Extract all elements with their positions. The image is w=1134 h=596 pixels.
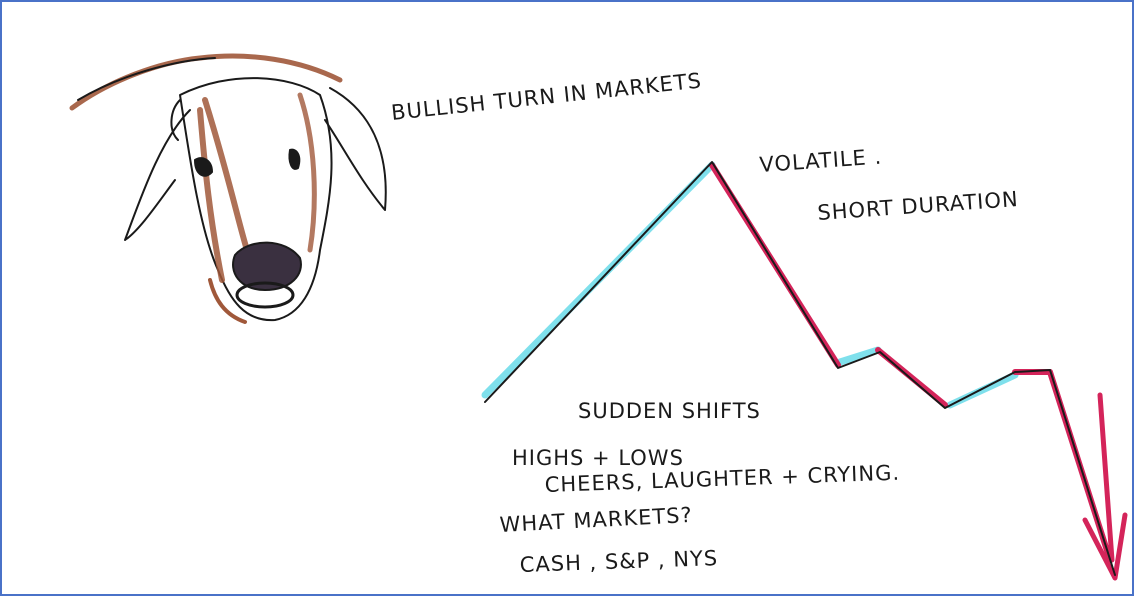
sketch-page: BULLISH TURN IN MARKETS VOLATILE . SHORT… [0, 0, 1134, 596]
note: SUDDEN SHIFTS [578, 399, 761, 423]
note: HIGHS + LOWS [512, 446, 684, 470]
